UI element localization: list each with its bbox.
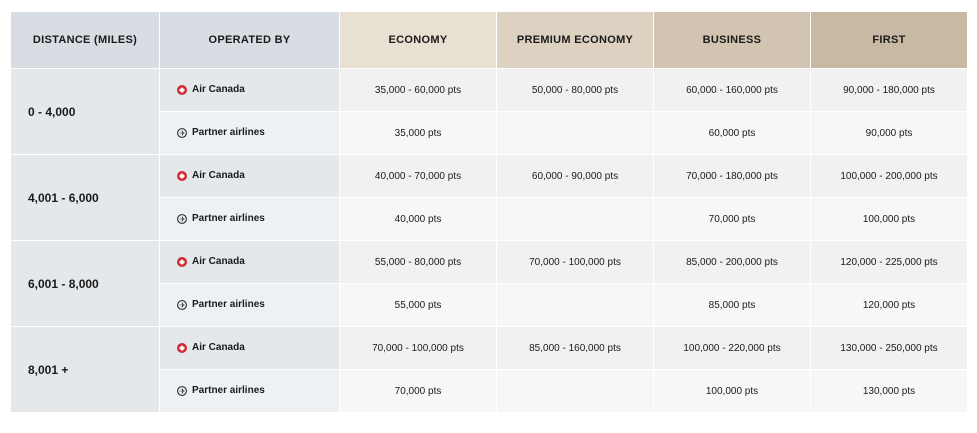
operator-label: Partner airlines [192, 385, 265, 397]
cell-first: 120,000 - 225,000 pts [810, 240, 968, 284]
cell-first: 90,000 pts [810, 111, 968, 155]
operator-label: Partner airlines [192, 299, 265, 311]
cell-premium-economy [496, 283, 654, 327]
header-row: DISTANCE (MILES) OPERATED BY ECONOMY PRE… [10, 11, 968, 69]
cell-premium-economy: 70,000 - 100,000 pts [496, 240, 654, 284]
cell-first: 130,000 - 250,000 pts [810, 326, 968, 370]
distance-band: 8,001 + [10, 326, 160, 413]
cell-economy: 70,000 - 100,000 pts [339, 326, 497, 370]
operator-air-canada: Air Canada [159, 154, 340, 198]
plane-circle-icon [177, 300, 187, 310]
award-chart-table: DISTANCE (MILES) OPERATED BY ECONOMY PRE… [10, 11, 968, 413]
cell-economy: 55,000 pts [339, 283, 497, 327]
plane-circle-icon [177, 128, 187, 138]
cell-business: 70,000 pts [653, 197, 811, 241]
operator-air-canada: Air Canada [159, 240, 340, 284]
cell-first: 100,000 pts [810, 197, 968, 241]
cell-economy: 35,000 - 60,000 pts [339, 68, 497, 112]
maple-leaf-icon [177, 256, 187, 267]
table-row-partner: Partner airlines 70,000 pts 100,000 pts … [11, 369, 968, 413]
header-distance: DISTANCE (MILES) [10, 11, 160, 69]
cell-business: 85,000 - 200,000 pts [653, 240, 811, 284]
operator-label: Air Canada [192, 84, 245, 96]
cell-premium-economy [496, 197, 654, 241]
cell-business: 100,000 - 220,000 pts [653, 326, 811, 370]
operator-partner: Partner airlines [159, 197, 340, 241]
cell-business: 100,000 pts [653, 369, 811, 413]
operator-label: Partner airlines [192, 213, 265, 225]
maple-leaf-icon [177, 170, 187, 181]
header-premium-economy: PREMIUM ECONOMY [496, 11, 654, 69]
cell-economy: 35,000 pts [339, 111, 497, 155]
operator-label: Air Canada [192, 256, 245, 268]
cell-business: 70,000 - 180,000 pts [653, 154, 811, 198]
table-row-partner: Partner airlines 35,000 pts 60,000 pts 9… [11, 111, 968, 155]
maple-leaf-icon [177, 342, 187, 353]
cell-first: 100,000 - 200,000 pts [810, 154, 968, 198]
table-row-partner: Partner airlines 55,000 pts 85,000 pts 1… [11, 283, 968, 327]
operator-label: Partner airlines [192, 127, 265, 139]
header-business: BUSINESS [653, 11, 811, 69]
award-chart-container: DISTANCE (MILES) OPERATED BY ECONOMY PRE… [10, 11, 968, 413]
operator-partner: Partner airlines [159, 283, 340, 327]
header-first: FIRST [810, 11, 968, 69]
table-row-air-canada: 4,001 - 6,000 Air Canada 40,000 - 70,000… [10, 154, 968, 241]
plane-circle-icon [177, 386, 187, 396]
cell-economy: 70,000 pts [339, 369, 497, 413]
cell-business: 60,000 pts [653, 111, 811, 155]
cell-premium-economy: 50,000 - 80,000 pts [496, 68, 654, 112]
operator-label: Air Canada [192, 170, 245, 182]
header-economy: ECONOMY [339, 11, 497, 69]
cell-premium-economy: 85,000 - 160,000 pts [496, 326, 654, 370]
distance-band: 0 - 4,000 [10, 68, 160, 155]
cell-first: 120,000 pts [810, 283, 968, 327]
operator-partner: Partner airlines [159, 111, 340, 155]
operator-partner: Partner airlines [159, 369, 340, 413]
cell-premium-economy [496, 111, 654, 155]
plane-circle-icon [177, 214, 187, 224]
cell-business: 85,000 pts [653, 283, 811, 327]
distance-band: 6,001 - 8,000 [10, 240, 160, 327]
table-row-air-canada: 0 - 4,000 Air Canada 35,000 - 60,000 pts… [10, 68, 968, 155]
cell-premium-economy: 60,000 - 90,000 pts [496, 154, 654, 198]
operator-air-canada: Air Canada [159, 68, 340, 112]
operator-air-canada: Air Canada [159, 326, 340, 370]
maple-leaf-icon [177, 84, 187, 95]
cell-premium-economy [496, 369, 654, 413]
header-operated-by: OPERATED BY [159, 11, 340, 69]
table-row-air-canada: 8,001 + Air Canada 70,000 - 100,000 pts … [10, 326, 968, 413]
operator-label: Air Canada [192, 342, 245, 354]
distance-band: 4,001 - 6,000 [10, 154, 160, 241]
cell-business: 60,000 - 160,000 pts [653, 68, 811, 112]
cell-first: 130,000 pts [810, 369, 968, 413]
cell-economy: 40,000 - 70,000 pts [339, 154, 497, 198]
cell-economy: 55,000 - 80,000 pts [339, 240, 497, 284]
cell-first: 90,000 - 180,000 pts [810, 68, 968, 112]
table-row-air-canada: 6,001 - 8,000 Air Canada 55,000 - 80,000… [10, 240, 968, 327]
cell-economy: 40,000 pts [339, 197, 497, 241]
